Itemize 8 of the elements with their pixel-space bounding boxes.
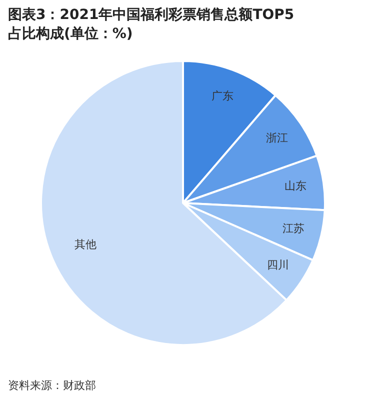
slice-label: 山东: [284, 180, 306, 192]
slice-label: 浙江: [266, 132, 288, 145]
slice-label: 广东: [211, 89, 234, 102]
text: 资料来源：财政部: [8, 378, 96, 393]
slice-label: 其他: [74, 238, 96, 252]
slice-label: 四川: [266, 258, 289, 272]
chart-title: 图表3：2021年中国福利彩票销售总额TOP5占比构成(单位：%): [8, 6, 296, 44]
slice-label: 江苏: [282, 222, 305, 236]
